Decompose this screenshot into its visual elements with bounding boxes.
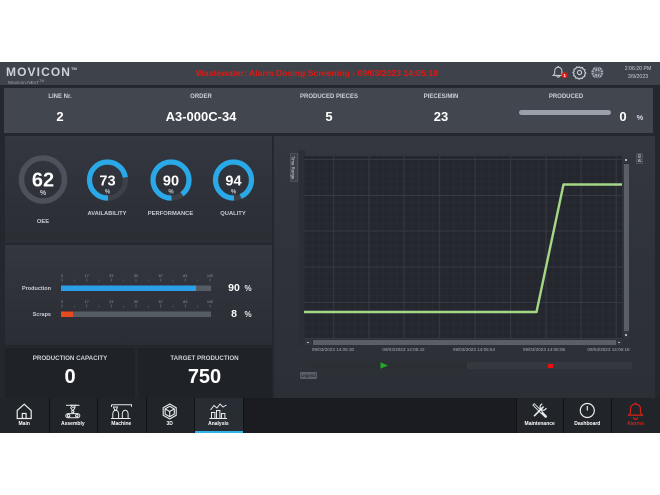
svg-text:50: 50 (134, 300, 138, 304)
svg-text:67: 67 (159, 300, 163, 304)
svg-text:90: 90 (163, 174, 179, 190)
svg-text:33: 33 (109, 300, 113, 304)
svg-text:%: % (105, 190, 111, 196)
svg-text:73: 73 (99, 174, 115, 190)
svg-text:%: % (40, 190, 47, 197)
svg-text:50: 50 (134, 274, 138, 278)
svg-text:17: 17 (85, 300, 89, 304)
svg-text:33: 33 (109, 274, 113, 278)
svg-text:100: 100 (207, 300, 213, 304)
svg-text:0: 0 (61, 300, 63, 304)
svg-text:17: 17 (85, 274, 89, 278)
svg-text:62: 62 (32, 170, 54, 192)
svg-text:%: % (168, 190, 174, 196)
svg-text:0: 0 (61, 274, 63, 278)
svg-text:100: 100 (207, 274, 213, 278)
svg-text:1: 1 (563, 73, 566, 78)
svg-text:94: 94 (225, 174, 241, 190)
svg-text:%: % (231, 190, 237, 196)
svg-text:67: 67 (159, 274, 163, 278)
svg-text:83: 83 (183, 300, 187, 304)
svg-text:83: 83 (183, 274, 187, 278)
